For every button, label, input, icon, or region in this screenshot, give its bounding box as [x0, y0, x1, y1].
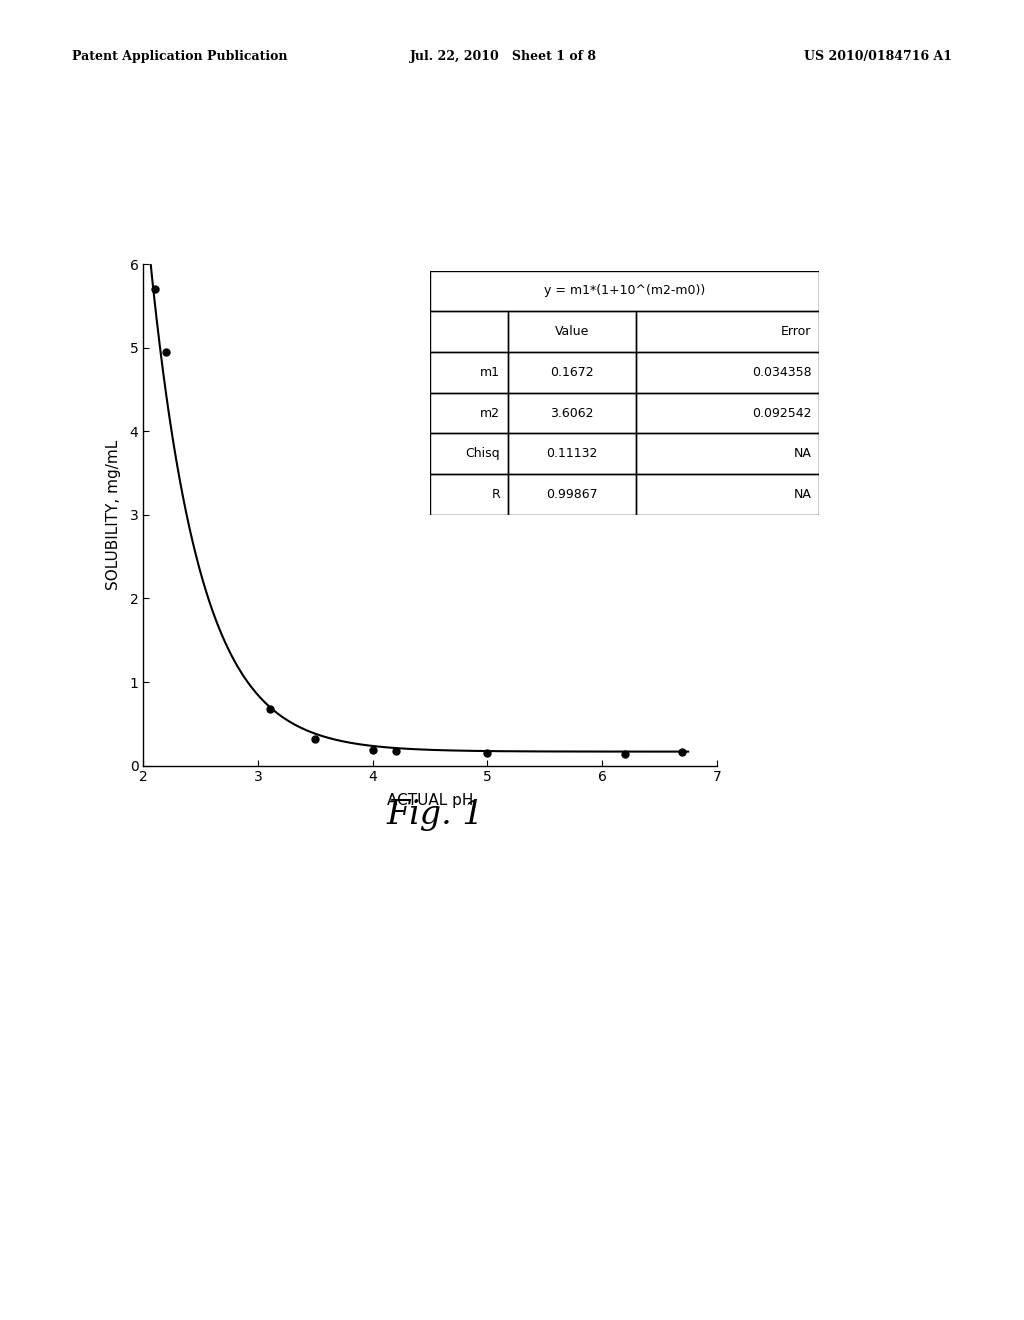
Text: NA: NA: [794, 488, 811, 502]
Point: [616, 743, 633, 764]
Bar: [430, 393, 508, 433]
Bar: [636, 474, 819, 515]
Bar: [508, 393, 636, 433]
Y-axis label: SOLUBILITY, mg/mL: SOLUBILITY, mg/mL: [106, 440, 121, 590]
Text: 0.11132: 0.11132: [547, 447, 598, 461]
Text: y = m1*(1+10^(m2-m0)): y = m1*(1+10^(m2-m0)): [544, 284, 706, 297]
Text: R: R: [492, 488, 500, 502]
Text: Jul. 22, 2010   Sheet 1 of 8: Jul. 22, 2010 Sheet 1 of 8: [410, 50, 597, 63]
Point: [365, 739, 381, 760]
Text: Value: Value: [555, 325, 589, 338]
Bar: [636, 352, 819, 393]
Text: US 2010/0184716 A1: US 2010/0184716 A1: [804, 50, 952, 63]
Point: [307, 729, 324, 750]
Bar: [636, 433, 819, 474]
Point: [674, 742, 690, 763]
Point: [479, 742, 496, 763]
Text: 0.99867: 0.99867: [546, 488, 598, 502]
Bar: [508, 312, 636, 352]
Point: [146, 279, 163, 300]
Bar: [430, 433, 508, 474]
Point: [158, 341, 174, 362]
Text: m2: m2: [480, 407, 500, 420]
Bar: [508, 433, 636, 474]
Bar: [508, 474, 636, 515]
Text: 0.1672: 0.1672: [550, 366, 594, 379]
Bar: [636, 312, 819, 352]
Point: [387, 741, 403, 762]
Bar: [508, 352, 636, 393]
Bar: [430, 271, 819, 312]
X-axis label: ACTUAL pH: ACTUAL pH: [387, 793, 473, 808]
Bar: [430, 474, 508, 515]
Text: Chisq: Chisq: [466, 447, 500, 461]
Text: Patent Application Publication: Patent Application Publication: [72, 50, 287, 63]
Bar: [636, 393, 819, 433]
Text: 0.092542: 0.092542: [752, 407, 811, 420]
Text: 0.034358: 0.034358: [752, 366, 811, 379]
Text: 3.6062: 3.6062: [550, 407, 594, 420]
Text: Error: Error: [781, 325, 811, 338]
Bar: [430, 352, 508, 393]
Text: Fig. 1: Fig. 1: [386, 799, 484, 830]
Bar: [430, 312, 508, 352]
Text: m1: m1: [480, 366, 500, 379]
Text: NA: NA: [794, 447, 811, 461]
Point: [261, 698, 278, 719]
